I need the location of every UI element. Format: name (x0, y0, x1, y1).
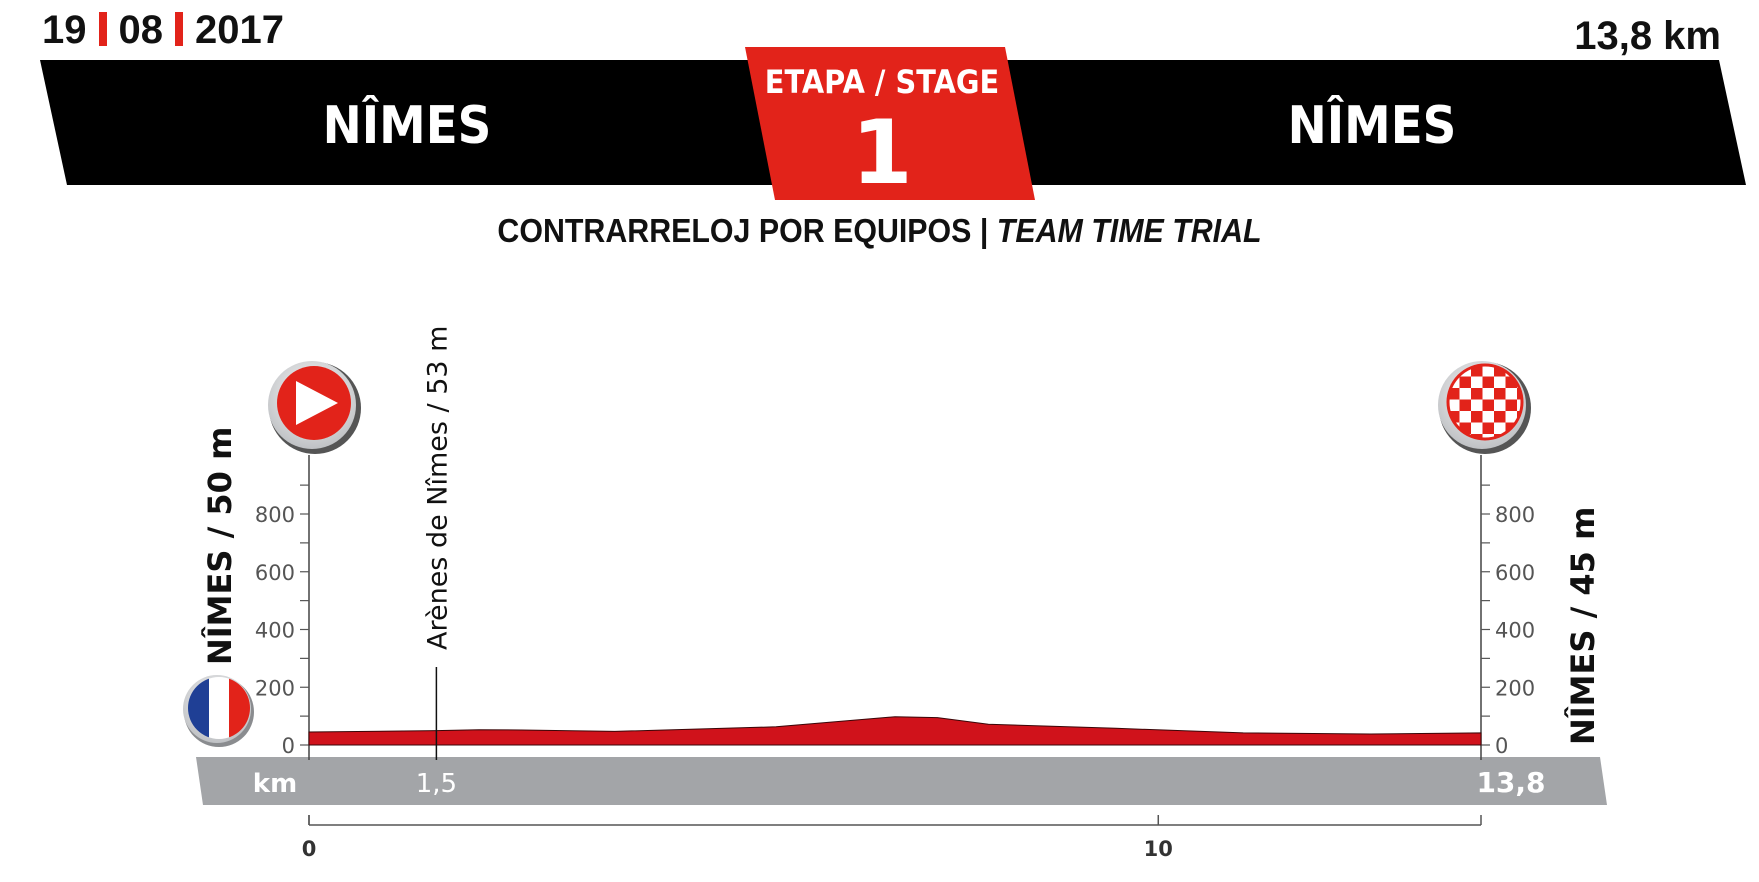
y-tick-label-left: 400 (255, 619, 295, 643)
y-tick-label-right: 600 (1495, 561, 1535, 585)
start-play-icon (268, 361, 361, 454)
right-y-ticks: 0 200 400 600 800 (1481, 484, 1535, 758)
x-tick-label: 10 (1144, 837, 1173, 861)
waypoint-label: Arènes de Nîmes / 53 m (422, 326, 453, 650)
finish-checkered-flag-icon (1438, 361, 1531, 454)
km-bar (196, 757, 1607, 805)
y-tick-label-right: 400 (1495, 619, 1535, 643)
date-month: 08 (118, 8, 164, 52)
y-tick-label-left: 200 (255, 676, 295, 700)
date-day: 19 (42, 8, 87, 52)
stage-number: 1 (851, 101, 912, 200)
date-separator (175, 12, 183, 46)
y-tick-label-left: 0 (282, 734, 295, 758)
stage-date: 19 08 2017 (42, 8, 284, 53)
stage-subtitle: CONTRARRELOJ POR EQUIPOS | TEAM TIME TRI… (70, 212, 1688, 250)
y-tick-label-left: 800 (255, 503, 295, 527)
finish-city: NÎMES (1288, 94, 1457, 156)
date-separator (98, 12, 107, 46)
km-bar-mark-waypoint: 1,5 (416, 769, 457, 799)
y-tick-label-right: 0 (1495, 734, 1508, 758)
subtitle-separator: | (971, 212, 997, 249)
date-year: 2017 (195, 8, 284, 52)
stage-banner: NÎMES NÎMES ETAPA / STAGE 1 (40, 47, 1746, 200)
km-bar-mark-finish: 13,8 (1476, 766, 1545, 799)
elevation-area (308, 716, 1482, 746)
subtitle-spanish: CONTRARRELOJ POR EQUIPOS (497, 212, 972, 249)
finish-location-label: NÎMES / 45 m (1564, 507, 1602, 745)
x-tick-label: 0 (302, 837, 317, 861)
stage-distance: 13,8 km (1574, 14, 1721, 58)
left-y-ticks: 0 200 400 600 800 (255, 484, 309, 758)
km-bar-unit-label: km (253, 769, 297, 799)
start-location-label: NÎMES / 50 m (201, 427, 239, 665)
y-tick-label-right: 200 (1495, 676, 1535, 700)
stage-label: ETAPA / STAGE (765, 65, 999, 102)
start-city: NÎMES (323, 94, 492, 156)
y-tick-label-right: 800 (1495, 503, 1535, 527)
bottom-x-ticks: 0 10 (302, 815, 1482, 861)
stage-number-box (745, 47, 1035, 200)
subtitle-english: TEAM TIME TRIAL (996, 212, 1262, 249)
france-flag-icon (183, 675, 254, 747)
y-tick-label-left: 600 (255, 561, 295, 585)
